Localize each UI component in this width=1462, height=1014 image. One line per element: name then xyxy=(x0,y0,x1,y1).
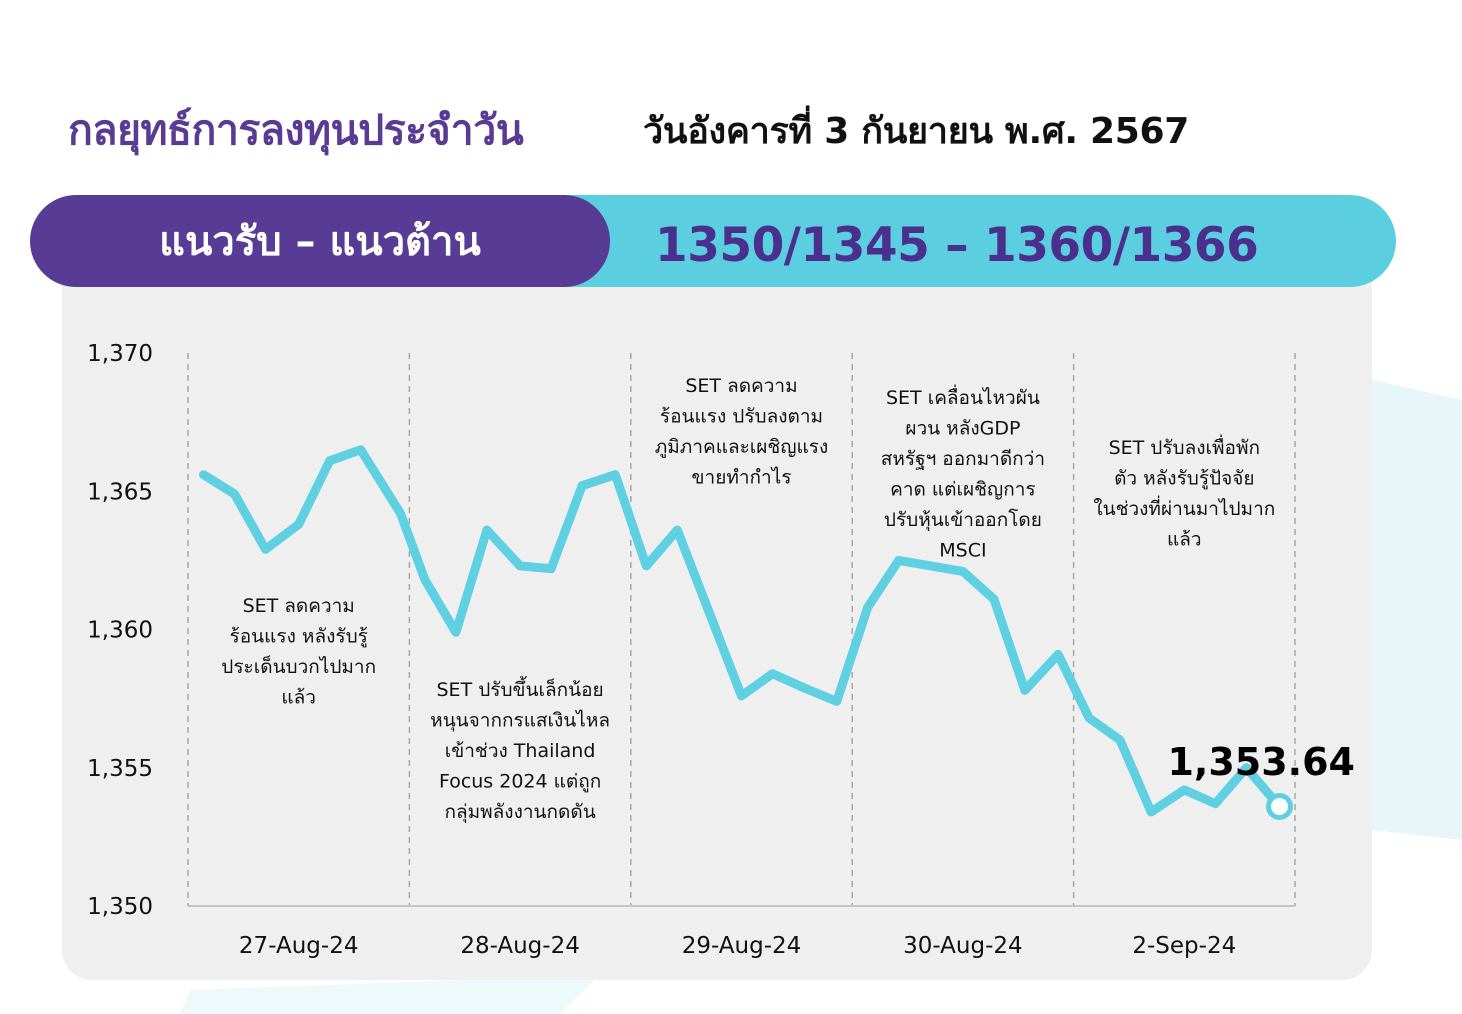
annotation-text: MSCI xyxy=(939,540,986,562)
annotation-text: SET ลดความ xyxy=(685,375,797,397)
annotation-text: SET ปรับลงเพื่อพัก xyxy=(1109,434,1260,459)
annotation-text: สหรัฐฯ ออกมาดีกว่า xyxy=(881,448,1045,470)
set-index-series-line xyxy=(199,445,1284,817)
annotation-text: SET ปรับขึ้นเล็กน้อย xyxy=(437,676,604,701)
annotation-text: Focus 2024 แต่ถูก xyxy=(439,771,601,793)
x-tick-label: 28-Aug-24 xyxy=(460,933,580,959)
annotation-text: SET เคลื่อนไหวผัน xyxy=(886,384,1040,409)
annotation-text: ในช่วงที่ผ่านมาไปมาก xyxy=(1093,495,1275,520)
annotation-text: SET ลดความ xyxy=(243,595,355,617)
y-tick-label: 1,360 xyxy=(87,618,153,644)
y-tick-label: 1,355 xyxy=(87,756,153,782)
annotation-text: แล้ว xyxy=(1167,529,1202,551)
x-tick-label: 27-Aug-24 xyxy=(239,933,359,959)
chart-panel xyxy=(62,252,1372,980)
annotation-text: ขายทำกำไร xyxy=(692,467,792,489)
annotation-text: ร้อนแรง ปรับลงตาม xyxy=(660,406,823,428)
support-resistance-label-pill: แนวรับ – แนวต้าน xyxy=(30,195,610,287)
y-tick-label: 1,365 xyxy=(87,479,153,505)
annotation-text: กลุ่มพลังงานกดดัน xyxy=(444,801,595,824)
support-resistance-label: แนวรับ – แนวต้าน xyxy=(159,219,481,265)
support-resistance-value: 1350/1345 – 1360/1366 xyxy=(655,218,1259,273)
support-resistance-value-bar xyxy=(560,195,1396,287)
page-title: กลยุทธ์การลงทุนประจำวัน xyxy=(68,106,524,154)
x-tick-label: 30-Aug-24 xyxy=(903,933,1023,959)
annotation-text: ร้อนแรง หลังรับรู้ xyxy=(230,626,368,648)
annotation-text: ตัว หลังรับรู้ปัจจัย xyxy=(1114,468,1254,490)
x-tick-label: 2-Sep-24 xyxy=(1132,933,1236,959)
annotation-text: ปรับหุ้นเข้าออกโดย xyxy=(884,508,1042,532)
annotation-text: ภูมิภาคและเผชิญแรง xyxy=(655,436,829,458)
y-tick-label: 1,370 xyxy=(87,341,153,367)
annotation-text: คาด แต่เผชิญการ xyxy=(890,479,1035,501)
date-heading: วันอังคารที่ 3 กันยายน พ.ศ. 2567 xyxy=(643,111,1190,152)
x-tick-label: 29-Aug-24 xyxy=(682,933,802,959)
last-value-marker xyxy=(1266,792,1294,820)
annotation-text: หนุนจากกรแสเงินไหล xyxy=(430,710,610,733)
y-tick-label: 1,350 xyxy=(87,894,153,920)
last-value-label: 1,353.64 xyxy=(1167,740,1355,784)
annotation-text: แล้ว xyxy=(281,687,316,709)
annotation-text: ผวน หลังGDP xyxy=(905,418,1020,440)
annotation-text: เข้าช่วง Thailand xyxy=(445,740,596,762)
annotation-text: ประเด็นบวกไปมาก xyxy=(221,654,376,678)
